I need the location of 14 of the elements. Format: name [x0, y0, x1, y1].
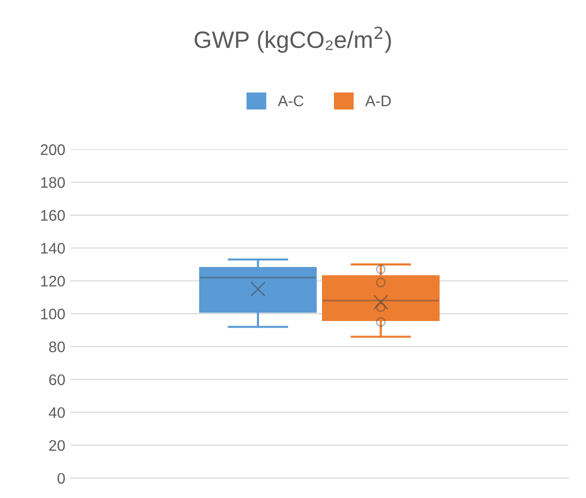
legend-label: A-C: [278, 96, 304, 106]
y-tick-label: 180: [41, 177, 65, 188]
y-tick-label: 20: [49, 440, 65, 451]
y-tick-label: 120: [41, 276, 65, 287]
y-tick-label: 200: [40, 144, 65, 156]
y-tick-label: 60: [49, 374, 65, 386]
y-tick-label: 80: [49, 341, 65, 352]
chart-title: GWP (kgCO₂e/m$^{2}$): [194, 26, 391, 53]
y-tick-label: 100: [41, 308, 65, 320]
y-tick-label: 160: [41, 210, 65, 221]
legend-label: A-D: [365, 96, 391, 106]
y-tick-label: 40: [48, 407, 65, 418]
y-tick-label: 140: [41, 242, 65, 254]
y-tick-label: 0: [58, 472, 65, 484]
